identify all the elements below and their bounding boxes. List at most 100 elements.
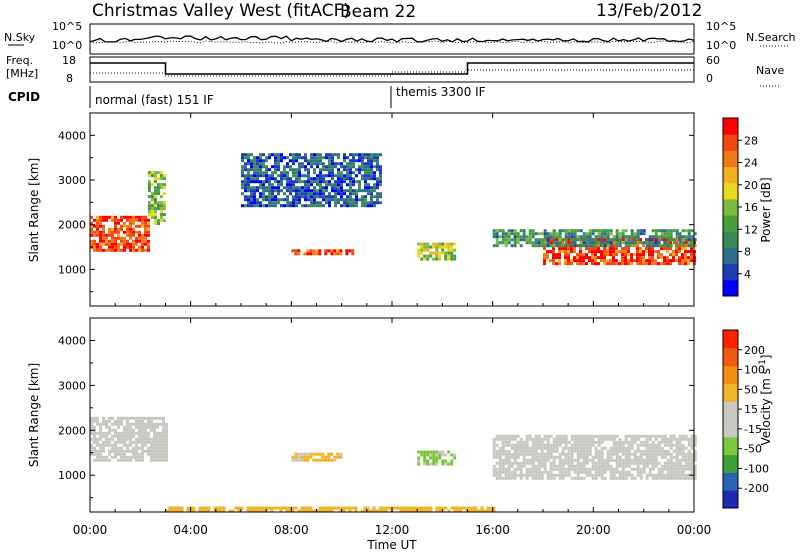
heatmap-cell <box>552 244 556 248</box>
heatmap-cell <box>537 238 541 242</box>
heatmap-cell <box>624 229 628 233</box>
heatmap-cell <box>642 440 646 444</box>
heatmap-cell <box>307 180 310 184</box>
heatmap-cell <box>624 259 627 263</box>
heatmap-cell <box>618 250 621 254</box>
heatmap-cell <box>537 464 541 468</box>
heatmap-cell <box>570 259 573 263</box>
heatmap-cell <box>354 506 358 510</box>
heatmap-cell <box>120 248 123 252</box>
heatmap-cell <box>358 171 361 175</box>
heatmap-cell <box>684 229 688 233</box>
heatmap-cell <box>516 464 520 468</box>
heatmap-cell <box>639 461 643 465</box>
heatmap-cell <box>271 189 274 193</box>
heatmap-cell <box>90 431 93 435</box>
heatmap-cell <box>111 422 114 426</box>
heatmap-cell <box>651 464 655 468</box>
heatmap-cell <box>627 458 631 462</box>
heatmap-cell <box>591 443 595 447</box>
heatmap-cell <box>657 235 661 239</box>
heatmap-cell <box>126 428 129 432</box>
heatmap-cell <box>573 238 577 242</box>
heatmap-cell <box>597 437 601 441</box>
heatmap-cell <box>519 443 523 447</box>
heatmap-cell <box>333 249 337 253</box>
heatmap-cell <box>579 452 583 456</box>
heatmap-cell <box>645 449 649 453</box>
heatmap-cell <box>144 242 147 246</box>
heatmap-cell <box>510 434 514 438</box>
heatmap-cell <box>324 506 328 510</box>
heatmap-cell <box>516 467 520 471</box>
heatmap-cell <box>144 221 147 225</box>
heatmap-cell <box>123 224 126 228</box>
heatmap-cell <box>346 198 349 202</box>
heatmap-cell <box>315 452 319 456</box>
heatmap-cell <box>99 458 102 462</box>
heatmap-cell <box>558 244 562 248</box>
heatmap-cell <box>444 462 448 466</box>
heatmap-cell <box>444 453 448 457</box>
heatmap-cell <box>105 422 108 426</box>
heatmap-cell <box>349 174 352 178</box>
heatmap-cell <box>600 238 604 242</box>
heatmap-cell <box>117 440 120 444</box>
heatmap-cell <box>501 446 505 450</box>
heatmap-cell <box>367 168 370 172</box>
heatmap-cell <box>570 235 574 239</box>
heatmap-cell <box>603 461 607 465</box>
heatmap-cell <box>358 159 361 163</box>
heatmap-cell <box>624 437 628 441</box>
heatmap-cell <box>504 232 508 236</box>
heatmap-cell <box>159 195 163 199</box>
heatmap-cell <box>663 247 666 251</box>
heatmap-cell <box>153 201 157 205</box>
heatmap-cell <box>654 461 658 465</box>
heatmap-cell <box>289 201 292 205</box>
heatmap-cell <box>453 506 457 510</box>
heatmap-cell <box>555 464 559 468</box>
heatmap-cell <box>582 232 586 236</box>
heatmap-cell <box>636 449 640 453</box>
heatmap-cell <box>498 241 502 245</box>
heatmap-cell <box>313 195 316 199</box>
heatmap-cell <box>292 189 295 193</box>
heatmap-cell <box>690 452 694 456</box>
heatmap-cell <box>567 253 570 257</box>
heatmap-cell <box>244 153 247 157</box>
heatmap-cell <box>627 473 631 477</box>
heatmap-cell <box>591 250 594 254</box>
heatmap-cell <box>289 183 292 187</box>
heatmap-cell <box>262 189 265 193</box>
sky-panel-frame <box>89 23 695 55</box>
heatmap-cell <box>531 229 535 233</box>
heatmap-cell <box>138 446 141 450</box>
heatmap-cell <box>678 262 681 266</box>
heatmap-cell <box>633 455 637 459</box>
heatmap-cell <box>417 456 421 460</box>
search-tick-top: 10^5 <box>706 20 736 33</box>
heatmap-cell <box>289 159 292 163</box>
heatmap-cell <box>585 467 589 471</box>
heatmap-cell <box>672 229 676 233</box>
heatmap-cell <box>561 434 565 438</box>
heatmap-cell <box>678 232 682 236</box>
heatmap-cell <box>561 476 565 480</box>
heatmap-cell <box>693 470 697 474</box>
heatmap-cell <box>561 437 565 441</box>
heatmap-cell <box>256 201 259 205</box>
heatmap-cell <box>247 174 250 178</box>
heatmap-cell <box>355 189 358 193</box>
heatmap-cell <box>600 434 604 438</box>
heatmap-cell <box>126 245 129 249</box>
heatmap-cell <box>274 195 277 199</box>
heatmap-cell <box>537 446 541 450</box>
velocity-panel-frame <box>89 317 695 513</box>
heatmap-cell <box>585 437 589 441</box>
heatmap-cell <box>174 509 178 513</box>
heatmap-cell <box>501 437 505 441</box>
colorbar-tick-label: 12 <box>744 223 758 236</box>
heatmap-cell <box>309 452 313 456</box>
heatmap-cell <box>105 236 108 240</box>
